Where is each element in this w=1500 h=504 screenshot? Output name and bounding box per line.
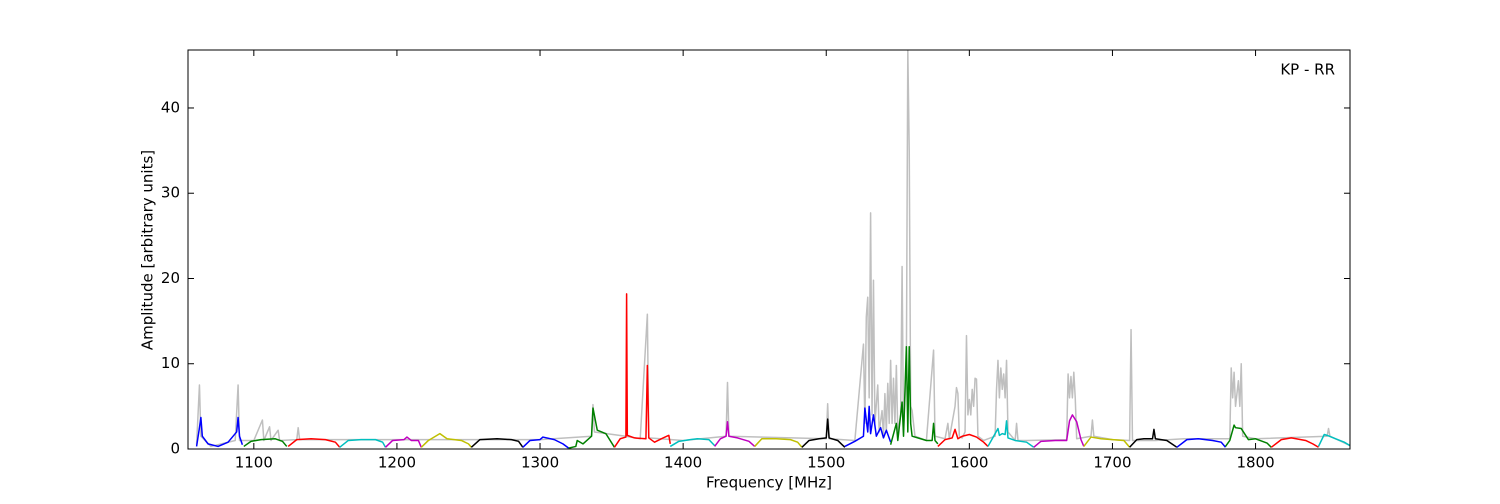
y-tick-label: 0 <box>170 440 180 458</box>
x-tick-label: 1400 <box>664 454 702 472</box>
x-tick-label: 1300 <box>521 454 559 472</box>
y-tick-label: 10 <box>161 354 180 372</box>
spectrum-line <box>801 418 846 448</box>
y-axis-label: Amplitude [arbitrary units] <box>139 150 157 350</box>
spectrum-line <box>669 438 716 448</box>
y-tick-label: 40 <box>161 98 180 116</box>
spectrum-line <box>470 438 524 448</box>
plot-area <box>195 50 1350 449</box>
y-tick-label: 20 <box>161 269 180 287</box>
axes-frame <box>187 49 1351 450</box>
spectrum-line <box>384 436 422 448</box>
x-axis-label: Frequency [MHz] <box>706 474 832 492</box>
spectrum-line <box>339 438 387 448</box>
x-tick-label: 1800 <box>1236 454 1274 472</box>
spectrum-line <box>1033 414 1085 448</box>
spectrum-line <box>754 438 803 448</box>
spectrum-line <box>1083 436 1131 448</box>
annotation: KP - RR <box>1280 61 1335 79</box>
x-tick-label: 1100 <box>235 454 273 472</box>
spectrum-line <box>1224 424 1272 448</box>
spectrum-line <box>568 407 616 449</box>
x-tick-label: 1700 <box>1093 454 1131 472</box>
spectrum-line <box>613 293 671 448</box>
spectrum-line <box>937 428 989 447</box>
spectrum-line <box>987 420 1035 448</box>
spectrum-line <box>844 405 892 448</box>
spectrum-line <box>287 438 341 448</box>
x-tick-label: 1500 <box>807 454 845 472</box>
spectrum-line <box>1317 433 1350 447</box>
spectrum-line <box>420 432 472 448</box>
spectrum-line <box>1176 438 1227 448</box>
spectrum-line <box>1129 428 1178 448</box>
spectrum-line <box>195 416 244 448</box>
spectrum-line <box>714 420 756 447</box>
spectrum-line <box>243 438 288 448</box>
spectrum-line <box>522 436 570 449</box>
spectrum-line <box>1270 437 1319 448</box>
x-tick-label: 1600 <box>950 454 988 472</box>
x-tick-label: 1200 <box>378 454 416 472</box>
spectrum-line <box>889 345 939 445</box>
y-tick-label: 30 <box>161 184 180 202</box>
